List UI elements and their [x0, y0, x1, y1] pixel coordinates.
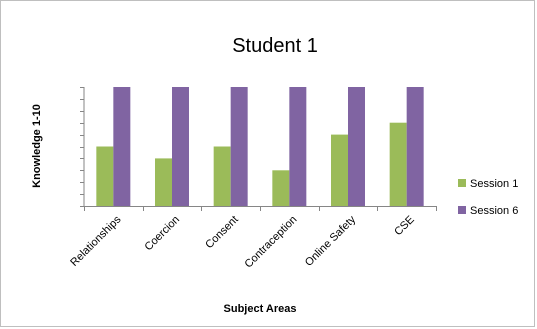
- bar-session-6-cse: [406, 87, 424, 206]
- legend-swatch-session-6: [458, 206, 466, 214]
- bar-session-1-contraception: [272, 170, 290, 206]
- y-axis-title: Knowledge 1-10: [31, 104, 43, 188]
- legend-label-session-1: Session 1: [470, 178, 518, 190]
- x-tick-label: CSE: [392, 214, 416, 238]
- x-tick-label: Relationships: [68, 213, 124, 269]
- x-tick-label: Coercion: [143, 214, 183, 254]
- bar-session-1-consent: [213, 146, 231, 206]
- bar-session-6-contraception: [289, 87, 307, 206]
- x-axis-title: Subject Areas: [224, 303, 297, 315]
- bar-session-1-cse: [389, 122, 407, 206]
- bar-session-6-online-safety: [348, 87, 365, 206]
- legend-swatch-session-1: [458, 179, 466, 187]
- legend-label-session-6: Session 6: [470, 205, 518, 217]
- legend: Session 1 Session 6: [458, 178, 518, 217]
- bar-session-6-consent: [230, 87, 248, 206]
- chart-title: Student 1: [232, 35, 318, 57]
- bar-session-1-relationships: [96, 146, 114, 206]
- bar-session-6-relationships: [113, 87, 131, 206]
- bars-group: [96, 87, 424, 206]
- bar-session-6-coercion: [172, 87, 189, 206]
- bar-session-1-online-safety: [331, 134, 348, 206]
- y-axis-ticks: [80, 87, 84, 207]
- bar-session-1-coercion: [155, 158, 172, 206]
- x-tick-label: Online Safety: [303, 213, 359, 269]
- x-tick-label: Contraception: [243, 214, 300, 271]
- x-tick-label: Consent: [203, 214, 240, 251]
- x-axis-tick-labels: Relationships Coercion Consent Contraceptio…: [68, 213, 417, 270]
